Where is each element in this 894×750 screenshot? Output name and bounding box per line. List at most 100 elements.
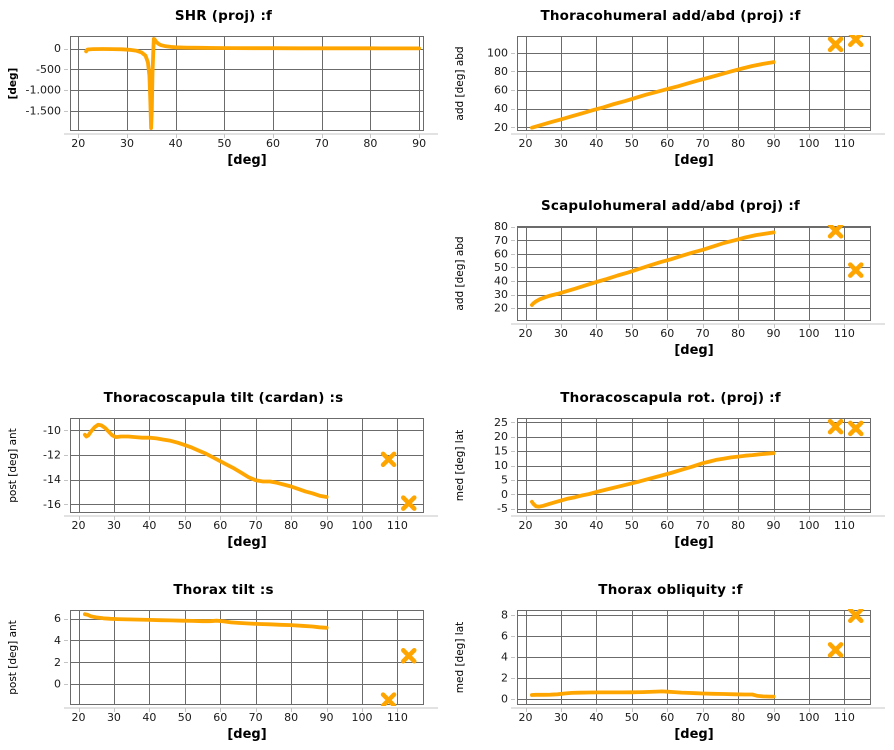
x-tick-label: 80 — [363, 137, 377, 150]
chart-title-thoracoscapula-rot: Thoracoscapula rot. (proj) :f — [560, 390, 781, 406]
plot-frame — [70, 610, 424, 705]
cross-marker — [848, 420, 864, 437]
series-group — [530, 35, 864, 130]
series-group — [530, 418, 864, 509]
chart-cell-thorax-obliquity: Thorax obliquity :f 20 30 40 50 60 70 80 90 100 1… — [447, 570, 894, 750]
y-tick-label: -14 — [43, 473, 61, 486]
x-tick-label: 70 — [696, 137, 710, 150]
chart-cell-thorax-tilt: Thorax tilt :s 20 30 40 50 60 70 80 90 100 110 0 2 4… — [0, 570, 447, 750]
series-line — [530, 230, 776, 307]
x-axis-title: [deg] — [227, 535, 266, 550]
chart-title-thoracohumeral-add-abd: Thoracohumeral add/abd (proj) :f — [540, 8, 801, 24]
y-tick-label: -500 — [36, 63, 61, 76]
x-tick-label: 110 — [387, 711, 408, 724]
series-group — [530, 225, 864, 307]
x-tick-label: 100 — [798, 519, 819, 532]
x-tick-label: 40 — [589, 519, 603, 532]
x-tick-label: 20 — [519, 519, 533, 532]
empty-cell — [0, 188, 447, 378]
y-tick-label: 0 — [501, 693, 508, 706]
x-tick-label: 90 — [320, 711, 334, 724]
y-tick-label: 4 — [54, 634, 61, 647]
y-tick-label: 60 — [494, 247, 508, 260]
x-tick-label: 80 — [731, 711, 745, 724]
x-tick-label: 30 — [554, 519, 568, 532]
y-tick-label: 50 — [494, 261, 508, 274]
thorax-obliquity-plot: 20 30 40 50 60 70 80 90 100 110 0 2 4 6 8 [deg] med [deg… — [454, 609, 885, 742]
thoracohumeral-add-abd-plot: 20 30 40 50 60 70 80 90 100 110 20 40 60 80 100 [deg] ad… — [454, 35, 885, 168]
x-tick-label: 80 — [284, 711, 298, 724]
y-tick-label: 2 — [54, 656, 61, 669]
chart-cell-scapulohumeral-add-abd: Scapulohumeral add/abd (proj) :f 20 30 40 5… — [447, 188, 894, 378]
y-tick-label: -16 — [43, 498, 61, 511]
series-line — [530, 60, 776, 130]
y-tick-label: 0 — [54, 678, 61, 691]
x-tick-label: 30 — [554, 711, 568, 724]
y-axis-title: med [deg] lat — [454, 430, 466, 501]
y-axis-title: [deg] — [7, 68, 19, 100]
y-tick-label: 6 — [54, 612, 61, 625]
x-tick-label: 50 — [217, 137, 231, 150]
x-tick-label: 50 — [178, 711, 192, 724]
chart-cell-thoracoscapula-tilt: Thoracoscapula tilt (cardan) :s 20 30 40 50… — [0, 378, 447, 570]
x-tick-label: 90 — [767, 711, 781, 724]
cross-marker — [401, 647, 417, 664]
y-tick-label: -5 — [497, 502, 508, 515]
x-tick-label: 40 — [142, 711, 156, 724]
x-tick-label: 70 — [696, 711, 710, 724]
x-tick-label: 40 — [589, 137, 603, 150]
x-tick-label: 40 — [169, 137, 183, 150]
y-axis-title: add [deg] abd — [454, 46, 466, 120]
y-tick-label: 10 — [494, 459, 508, 472]
x-tick-label: 80 — [284, 519, 298, 532]
x-tick-label: 20 — [72, 711, 86, 724]
series-line — [530, 451, 776, 509]
x-axis-title: [deg] — [674, 153, 713, 168]
x-tick-label: 100 — [798, 137, 819, 150]
x-axis-title: [deg] — [674, 727, 713, 742]
x-tick-label: 110 — [834, 137, 855, 150]
plot-frame — [517, 36, 871, 131]
plot-host-thoracoscapula-tilt: 20 30 40 50 60 70 80 90 100 110 -10 -12 -14 -16 [deg] p… — [0, 410, 447, 550]
x-tick-label: 50 — [625, 137, 639, 150]
y-axis-title: post [deg] ant — [7, 620, 19, 695]
x-tick-label: 30 — [554, 137, 568, 150]
y-tick-label: -12 — [43, 449, 61, 462]
thoracoscapula-rot-plot: 20 30 40 50 60 70 80 90 100 110-50510152025[deg]m… — [454, 416, 885, 550]
y-axis-title: post [deg] ant — [7, 428, 19, 503]
x-tick-label: 60 — [213, 711, 227, 724]
x-tick-label: 90 — [767, 137, 781, 150]
y-tick-label: 4 — [501, 651, 508, 664]
cross-marker — [848, 262, 864, 278]
y-tick-label: 80 — [494, 65, 508, 78]
plot-host-thoracoscapula-rot: 20 30 40 50 60 70 80 90 100 110 -5 0 5 10 15 20 25 [deg] m… — [447, 410, 894, 550]
y-tick-label: 80 — [494, 220, 508, 233]
cross-marker — [380, 451, 397, 468]
x-tick-label: 80 — [731, 519, 745, 532]
plot-host-thoracohumeral-add-abd: 20 30 40 50 60 70 80 90 100 110 20 40 60 80 100 [deg] ad… — [447, 28, 894, 168]
y-tick-label: 70 — [494, 234, 508, 247]
x-tick-label: 40 — [589, 711, 603, 724]
x-tick-label: 30 — [120, 137, 134, 150]
cross-marker — [827, 418, 844, 435]
x-tick-label: 70 — [249, 519, 263, 532]
x-tick-label: 50 — [178, 519, 192, 532]
x-tick-label: 90 — [767, 519, 781, 532]
x-tick-label: 60 — [660, 711, 674, 724]
x-tick-label: 30 — [554, 327, 568, 340]
series-group — [530, 609, 864, 699]
y-tick-label: 15 — [494, 445, 508, 458]
cross-marker — [848, 35, 864, 48]
y-tick-label: -1.500 — [26, 105, 61, 118]
y-tick-label: 60 — [494, 84, 508, 97]
x-tick-label: 20 — [519, 711, 533, 724]
y-tick-label: 20 — [494, 430, 508, 443]
cross-marker — [827, 642, 844, 658]
y-tick-label: 100 — [487, 46, 508, 59]
y-tick-label: 40 — [494, 274, 508, 287]
y-tick-label: 20 — [494, 121, 508, 134]
cross-marker — [827, 225, 844, 239]
y-tick-label: 2 — [501, 672, 508, 685]
